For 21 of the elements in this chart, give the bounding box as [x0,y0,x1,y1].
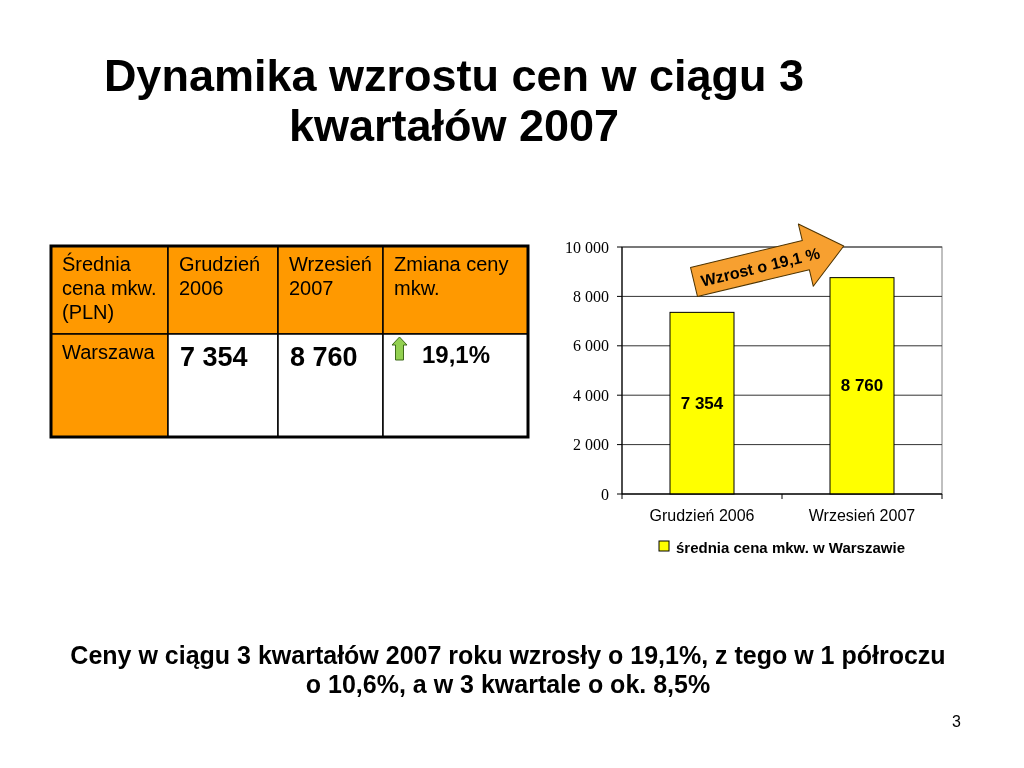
text: 3 [952,713,962,730]
text: 8 760 [290,342,358,372]
y-tick-label: 6 000 [573,337,609,355]
text: 19,1% [422,341,491,368]
data-label: 8 760 [840,376,884,396]
text: Grudzień 2006 [179,253,261,299]
text: 7 354 [180,342,248,372]
text: Ceny w ciągu 3 kwartałów 2007 roku wzrosły o 19,1%, z tego w 1 półroczu o 10,6%, a w 3 kwartale o ok. 8,5% [70,641,946,698]
legend-label: średnia cena mkw. w Warszawie [676,538,905,556]
y-tick-label: 8 000 [573,287,609,305]
text: Zmiana ceny mkw. [394,253,509,299]
y-tick-label: 4 000 [573,386,609,404]
y-tick-label: 10 000 [565,238,609,256]
text: Średnia cena mkw. (PLN) [62,252,157,323]
annotation: Wzrost o 19,1 % [699,244,822,290]
y-tick-label: 0 [601,485,609,503]
data-label: 7 354 [680,393,724,413]
text: Wrzesień 2007 [289,253,372,299]
y-tick-label: 2 000 [573,436,609,454]
text: Warszawa [62,341,156,363]
text: Dynamika wzrostu cen w ciągu 3 kwartałów 2007 [103,50,805,151]
